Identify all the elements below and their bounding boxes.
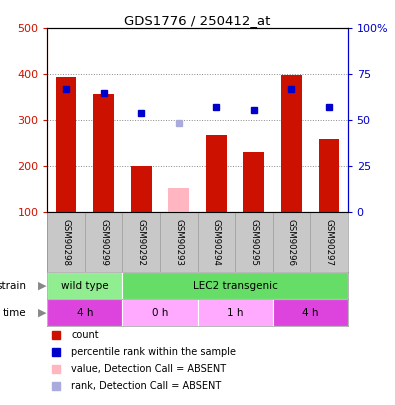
Text: 1 h: 1 h: [227, 308, 243, 318]
Text: percentile rank within the sample: percentile rank within the sample: [71, 347, 237, 357]
Bar: [131, 166, 152, 212]
Text: value, Detection Call = ABSENT: value, Detection Call = ABSENT: [71, 364, 227, 373]
Bar: [198, 299, 273, 326]
Text: 4 h: 4 h: [302, 308, 318, 318]
Bar: [122, 299, 198, 326]
Text: LEC2 transgenic: LEC2 transgenic: [193, 281, 277, 291]
Text: GSM90294: GSM90294: [212, 219, 221, 266]
Text: ▶: ▶: [38, 308, 47, 318]
Bar: [318, 139, 339, 212]
Bar: [93, 94, 114, 212]
Bar: [47, 299, 122, 326]
Text: 0 h: 0 h: [152, 308, 168, 318]
Text: count: count: [71, 330, 99, 340]
Text: rank, Detection Call = ABSENT: rank, Detection Call = ABSENT: [71, 381, 222, 390]
Bar: [243, 153, 264, 212]
Bar: [47, 273, 122, 299]
Bar: [56, 77, 77, 212]
Text: GSM90298: GSM90298: [62, 219, 71, 266]
Text: GSM90295: GSM90295: [249, 219, 258, 266]
Bar: [206, 135, 227, 212]
Bar: [122, 273, 348, 299]
Text: GSM90297: GSM90297: [324, 219, 333, 266]
Bar: [281, 75, 302, 212]
Text: wild type: wild type: [61, 281, 109, 291]
Text: time: time: [3, 308, 27, 318]
Text: strain: strain: [0, 281, 27, 291]
Text: ▶: ▶: [38, 281, 47, 291]
Text: 4 h: 4 h: [77, 308, 93, 318]
Text: GSM90292: GSM90292: [137, 219, 146, 266]
Text: GSM90293: GSM90293: [174, 219, 183, 266]
Title: GDS1776 / 250412_at: GDS1776 / 250412_at: [124, 14, 271, 27]
Bar: [168, 188, 189, 212]
Bar: [273, 299, 348, 326]
Text: GSM90296: GSM90296: [287, 219, 296, 266]
Text: GSM90299: GSM90299: [99, 219, 108, 266]
